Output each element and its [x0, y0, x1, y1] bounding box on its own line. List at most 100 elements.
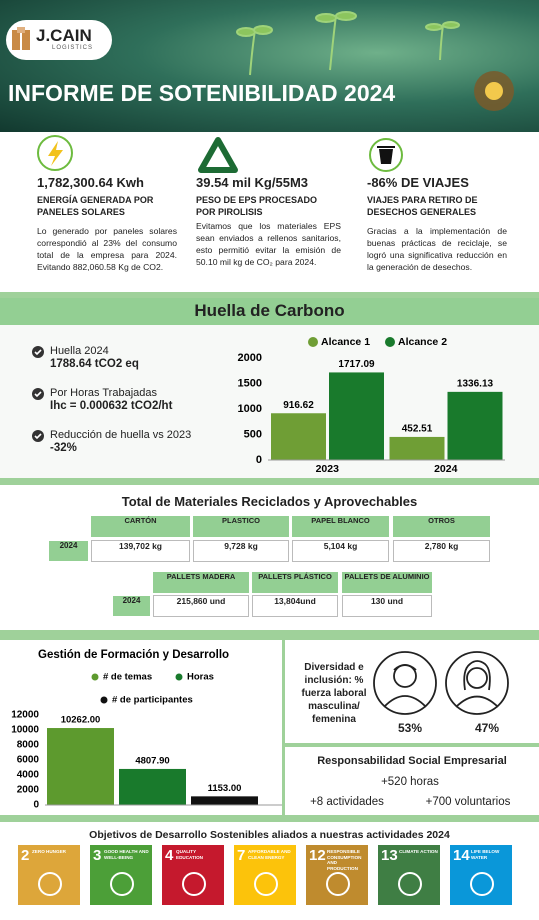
- logo-mark: [12, 27, 30, 50]
- legend-swatch: [91, 673, 99, 681]
- legend-label: # de participantes: [112, 695, 193, 706]
- table-header: PLASTICO: [193, 516, 289, 537]
- logo-pill: [6, 20, 112, 60]
- bar: [447, 391, 503, 460]
- rse-item: +520 horas: [381, 776, 439, 788]
- rse-section: [285, 747, 539, 815]
- rse-item: +700 voluntarios: [425, 796, 511, 808]
- ods-icon: [182, 872, 206, 896]
- ods-tile: 14 LIFE BELOW WATER: [450, 845, 512, 905]
- stat-text: Lo generado por paneles solares correspo…: [37, 226, 177, 272]
- table-value: 9,728 kg: [193, 540, 289, 562]
- ods-icon: [398, 872, 422, 896]
- x-tick-label: 2024: [434, 463, 458, 475]
- data-label: 1717.09: [338, 359, 375, 370]
- ods-label: QUALITY EDUCATION: [176, 849, 203, 860]
- ods-tile: 7 AFFORDABLE AND CLEAN ENERGY: [234, 845, 296, 905]
- ods-number: 13: [381, 847, 398, 864]
- trash-bin: [377, 146, 395, 164]
- data-label: 1153.00: [208, 783, 242, 794]
- table-value: 130 und: [342, 595, 432, 617]
- stat-label: ENERGÍA GENERADA POR PANELES SOLARES: [37, 195, 154, 217]
- ods-number: 2: [21, 847, 30, 864]
- diversity-title: Diversidad e inclusión: % fuerza laboral…: [301, 662, 367, 725]
- ods-tile: 2 ZERO HUNGER: [18, 845, 80, 905]
- ods-wheel-center: [485, 82, 503, 100]
- section-title: Total de Materiales Reciclados y Aprovec…: [121, 494, 418, 509]
- legend-label: Horas: [187, 672, 214, 683]
- carbon-label: Por Horas Trabajadas: [50, 387, 157, 399]
- carbon-value: -32%: [50, 442, 77, 454]
- stat-value: 39.54 mil Kg/55M3: [196, 175, 308, 190]
- y-tick-label: 4000: [17, 770, 40, 781]
- stat-label: VIAJES PARA RETIRO DE DESECHOS GENERALES: [367, 195, 478, 217]
- y-tick-label: 6000: [17, 755, 40, 766]
- data-label: 10262.00: [61, 715, 101, 726]
- bar: [191, 796, 258, 805]
- legend-label: # de temas: [103, 672, 152, 683]
- ods-icon: [38, 872, 62, 896]
- ods-number: 4: [165, 847, 174, 864]
- ods-label: LIFE BELOW WATER: [471, 849, 500, 860]
- ods-number: 7: [237, 847, 246, 864]
- year-cell: 2024: [49, 541, 88, 561]
- legend-swatch: [100, 696, 108, 704]
- table-value: 215,860 und: [153, 595, 249, 617]
- y-tick-label: 12000: [11, 710, 39, 721]
- y-tick-label: 0: [33, 800, 39, 811]
- data-label: 452.51: [402, 424, 433, 435]
- energy-bolt: [48, 141, 63, 166]
- y-tick-label: 8000: [17, 740, 40, 751]
- year-cell: 2024: [113, 596, 150, 616]
- stat-value: 1,782,300.64 Kwh: [37, 175, 144, 190]
- y-tick-label: 1500: [238, 377, 262, 389]
- table-header: PALLETS DE ALUMINIO: [342, 572, 432, 593]
- female-icon: [445, 651, 509, 715]
- data-label: 1336.13: [457, 378, 494, 389]
- section-title: Huella de Carbono: [194, 301, 345, 320]
- diversity-section: [285, 640, 539, 743]
- male-percent: 53%: [397, 721, 423, 735]
- ods-label: CLIMATE ACTION: [399, 849, 438, 854]
- ods-label: ZERO HUNGER: [32, 849, 66, 854]
- table-header: PALLETS PLÁSTICO: [252, 572, 338, 593]
- table-header: PALLETS MADERA: [153, 572, 249, 593]
- y-tick-label: 1000: [238, 403, 262, 415]
- ods-number: 12: [309, 847, 326, 864]
- bar: [271, 413, 326, 460]
- ods-label: AFFORDABLE AND CLEAN ENERGY: [248, 849, 291, 860]
- carbon-value: Ihc = 0.000632 tCO2/ht: [50, 400, 173, 412]
- ods-tile: 12 RESPONSIBLE CONSUMPTION AND PRODUCTION: [306, 845, 368, 905]
- table-header: CARTÓN: [91, 516, 190, 537]
- y-tick-label: 2000: [238, 352, 262, 364]
- y-tick-label: 10000: [11, 725, 39, 736]
- stats-section: [0, 132, 539, 292]
- rse-item: +8 actividades: [310, 796, 384, 808]
- y-tick-label: 2000: [17, 785, 40, 796]
- carbon-label: Huella 2024: [50, 345, 109, 357]
- y-tick-label: 0: [256, 454, 262, 466]
- legend-swatch: [175, 673, 183, 681]
- data-label: 4807.90: [135, 755, 169, 766]
- table-value: 5,104 kg: [292, 540, 389, 562]
- stat-text: Gracias a la implementación de buenas pr…: [367, 226, 507, 272]
- bar: [47, 728, 114, 805]
- table-value: 13,804und: [252, 595, 338, 617]
- ods-icon: [326, 872, 350, 896]
- ods-icon: [110, 872, 134, 896]
- logo-subtext: LOGISTICS: [52, 45, 94, 51]
- bar: [329, 372, 384, 460]
- ods-icon: [254, 872, 278, 896]
- female-percent: 47%: [474, 721, 500, 735]
- legend-label: Alcance 2: [398, 336, 447, 348]
- table-header: OTROS: [393, 516, 490, 537]
- ods-tile: 13 CLIMATE ACTION: [378, 845, 440, 905]
- bar: [389, 436, 445, 460]
- ods-icon: [470, 872, 494, 896]
- y-tick-label: 500: [244, 428, 262, 440]
- stat-text: Evitamos que los materiales EPS sean env…: [196, 221, 341, 267]
- ods-label: RESPONSIBLE CONSUMPTION AND PRODUCTION: [327, 849, 362, 871]
